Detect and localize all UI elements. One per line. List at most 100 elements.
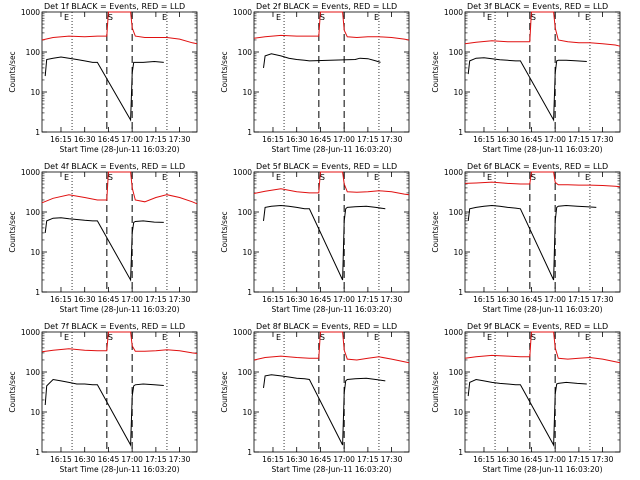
x-tick-label: 16:30	[286, 295, 308, 304]
x-tick-label: 17:30	[592, 455, 614, 464]
time-marker-letter: E	[487, 13, 492, 22]
x-tick-label: 16:45	[310, 455, 332, 464]
detector-panel: Det 9f BLACK = Events, RED = LLD 1 10 100 10…	[431, 322, 621, 474]
time-marker-letter: S	[531, 333, 536, 342]
x-tick-label: 16:15	[50, 135, 72, 144]
x-tick-label: 17:30	[592, 135, 614, 144]
plot-frame	[253, 171, 410, 293]
y-tick-label: 10	[30, 248, 40, 257]
detector-panel: Det 6f BLACK = Events, RED = LLD 1 10 100 10…	[431, 162, 621, 314]
y-axis-label: Counts/sec	[220, 371, 229, 412]
x-tick-label: 17:15	[357, 295, 379, 304]
x-tick-label: 16:30	[497, 455, 519, 464]
y-tick-label: 1	[458, 128, 463, 137]
x-tick-label: 17:15	[568, 295, 590, 304]
y-tick-label: 10	[242, 88, 252, 97]
plot-frame	[464, 171, 621, 293]
events-series-line	[44, 378, 164, 447]
y-axis-label: Counts/sec	[431, 51, 440, 92]
x-axis-label: Start Time (28-Jun-11 16:03:20)	[272, 145, 392, 154]
x-tick-label: 16:45	[98, 455, 120, 464]
x-tick-label: 17:30	[169, 135, 191, 144]
events-series-line	[467, 204, 597, 281]
time-marker-letter: S	[531, 13, 536, 22]
y-axis-label: Counts/sec	[8, 211, 17, 252]
x-tick-label: 16:45	[98, 295, 120, 304]
x-tick-label: 16:45	[521, 295, 543, 304]
x-tick-label: 17:00	[544, 135, 566, 144]
lld-series-line	[41, 11, 198, 45]
x-axis-label: Start Time (28-Jun-11 16:03:20)	[60, 305, 180, 314]
time-marker-letter: E	[374, 13, 379, 22]
time-marker-letter: E	[64, 333, 69, 342]
panel-title: Det 9f BLACK = Events, RED = LLD	[467, 322, 608, 331]
y-tick-label: 10	[453, 248, 463, 257]
detector-panel: Det 7f BLACK = Events, RED = LLD 1 10 100 10…	[8, 322, 198, 474]
time-marker-letter: E	[276, 13, 281, 22]
panel-title: Det 5f BLACK = Events, RED = LLD	[256, 162, 397, 171]
plot-frame	[41, 171, 198, 293]
panel-title: Det 7f BLACK = Events, RED = LLD	[44, 322, 185, 331]
x-tick-label: 16:30	[74, 455, 96, 464]
x-tick-label: 16:15	[473, 295, 495, 304]
detector-panel: Det 4f BLACK = Events, RED = LLD 1 10 100 10…	[8, 162, 198, 314]
x-tick-label: 17:15	[145, 295, 167, 304]
y-tick-label: 100	[26, 208, 41, 217]
detector-panel: Det 5f BLACK = Events, RED = LLD 1 10 100 10…	[220, 162, 410, 314]
y-axis-label: Counts/sec	[431, 371, 440, 412]
plot-frame	[464, 331, 621, 453]
x-tick-label: 17:15	[568, 135, 590, 144]
lld-series-line	[41, 331, 198, 354]
events-series-line	[44, 56, 164, 122]
y-tick-label: 100	[238, 208, 253, 217]
y-tick-label: 1000	[233, 8, 252, 17]
x-tick-label: 17:30	[169, 295, 191, 304]
x-axis-label: Start Time (28-Jun-11 16:03:20)	[272, 465, 392, 474]
lld-series-line	[41, 171, 198, 205]
y-tick-label: 1	[35, 288, 40, 297]
x-axis-label: Start Time (28-Jun-11 16:03:20)	[60, 145, 180, 154]
lld-series-line	[253, 11, 410, 41]
panel-title: Det 8f BLACK = Events, RED = LLD	[256, 322, 397, 331]
time-marker-letter: S	[320, 173, 325, 182]
plot-frame	[464, 11, 621, 133]
time-marker-letter: E	[374, 173, 379, 182]
time-marker-letter: S	[320, 13, 325, 22]
detector-panel: Det 2f BLACK = Events, RED = LLD 1 10 100 10…	[220, 2, 410, 154]
y-tick-label: 10	[30, 88, 40, 97]
time-marker-letter: E	[162, 13, 167, 22]
y-axis-label: Counts/sec	[8, 371, 17, 412]
panel-title: Det 1f BLACK = Events, RED = LLD	[44, 2, 185, 11]
time-marker-letter: E	[276, 333, 281, 342]
time-marker-letter: S	[320, 333, 325, 342]
lld-series-line	[253, 331, 410, 364]
x-axis-label: Start Time (28-Jun-11 16:03:20)	[483, 465, 603, 474]
plot-frame	[253, 331, 410, 453]
x-axis-label: Start Time (28-Jun-11 16:03:20)	[60, 465, 180, 474]
y-tick-label: 100	[449, 208, 464, 217]
y-tick-label: 10	[242, 408, 252, 417]
plot-frame	[253, 11, 410, 133]
x-tick-label: 17:15	[357, 455, 379, 464]
detector-panel: Det 3f BLACK = Events, RED = LLD 1 10 100 10…	[431, 2, 621, 154]
y-tick-label: 1000	[21, 168, 40, 177]
x-axis-label: Start Time (28-Jun-11 16:03:20)	[483, 305, 603, 314]
y-tick-label: 1	[247, 128, 252, 137]
lld-series-line	[464, 11, 621, 47]
x-axis-label: Start Time (28-Jun-11 16:03:20)	[272, 305, 392, 314]
x-tick-label: 16:45	[521, 455, 543, 464]
lld-series-line	[253, 171, 410, 196]
x-tick-label: 16:30	[497, 135, 519, 144]
y-tick-label: 10	[242, 248, 252, 257]
time-marker-letter: E	[64, 13, 69, 22]
y-tick-label: 10	[453, 408, 463, 417]
events-series-line	[263, 204, 386, 281]
panel-title: Det 6f BLACK = Events, RED = LLD	[467, 162, 608, 171]
x-tick-label: 16:15	[262, 135, 284, 144]
time-marker-letter: E	[162, 173, 167, 182]
y-axis-label: Counts/sec	[8, 51, 17, 92]
y-axis-label: Counts/sec	[220, 51, 229, 92]
time-marker-letter: E	[162, 333, 167, 342]
events-series-line	[44, 217, 164, 282]
